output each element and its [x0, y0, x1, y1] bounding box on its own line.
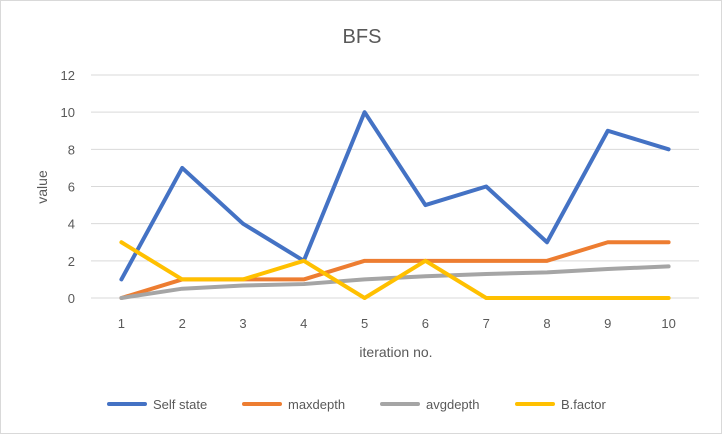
- legend: Self state maxdepth avgdepth B.factor: [107, 397, 606, 412]
- legend-label-b-factor: B.factor: [561, 397, 606, 412]
- x-tick-label: 6: [422, 316, 429, 331]
- y-tick-label: 2: [68, 254, 75, 269]
- x-tick-label: 1: [118, 316, 125, 331]
- x-tick-label: 10: [661, 316, 675, 331]
- x-axis-ticks: 1 2 3 4 5 6 7 8 9 10: [118, 316, 676, 331]
- y-tick-label: 0: [68, 291, 75, 306]
- x-tick-label: 5: [361, 316, 368, 331]
- x-tick-label: 4: [300, 316, 307, 331]
- y-tick-label: 4: [68, 217, 75, 232]
- x-tick-label: 9: [604, 316, 611, 331]
- y-tick-label: 6: [68, 180, 75, 195]
- gridlines: [91, 74, 699, 299]
- series-line-self-state: [119, 110, 671, 282]
- series-lines: [119, 110, 671, 300]
- series-line-b-factor: [119, 240, 671, 300]
- x-tick-label: 3: [239, 316, 246, 331]
- y-tick-label: 8: [68, 142, 75, 157]
- y-axis-ticks: 0 2 4 6 8 10 12: [61, 68, 75, 306]
- x-axis-title: iteration no.: [359, 344, 432, 360]
- y-tick-label: 10: [61, 105, 75, 120]
- legend-label-avgdepth: avgdepth: [426, 397, 480, 412]
- x-tick-label: 8: [543, 316, 550, 331]
- x-tick-label: 2: [179, 316, 186, 331]
- chart-title: BFS: [343, 26, 382, 48]
- legend-label-maxdepth: maxdepth: [288, 397, 345, 412]
- y-tick-label: 12: [61, 68, 75, 83]
- y-axis-title: value: [34, 170, 50, 204]
- legend-label-self-state: Self state: [153, 397, 207, 412]
- series-line-avgdepth: [119, 264, 671, 300]
- x-tick-label: 7: [483, 316, 490, 331]
